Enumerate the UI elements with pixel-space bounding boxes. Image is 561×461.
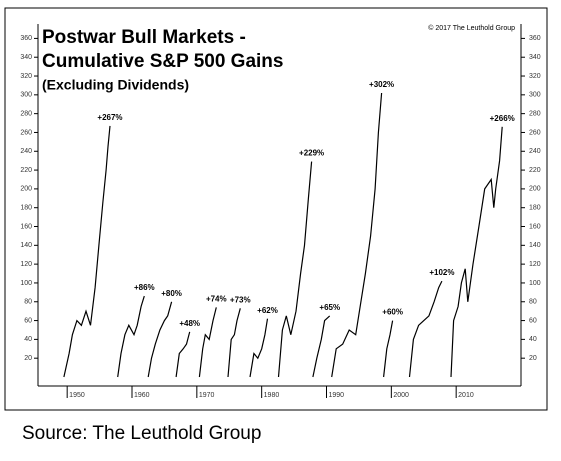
y-tick-label: 300 (529, 92, 541, 99)
y-tick-label: 200 (20, 186, 32, 193)
x-tick-label: 1990 (329, 392, 345, 399)
bull-market-line (408, 280, 443, 378)
y-tick-label: 360 (529, 35, 541, 42)
y-tick-label: 140 (20, 242, 32, 249)
y-tick-label: 100 (529, 280, 541, 287)
y-tick-label: 360 (20, 35, 32, 42)
frame (4, 7, 548, 411)
x-tick-label: 2010 (458, 392, 474, 399)
bull-market-line (331, 92, 383, 378)
peak-label: +267% (97, 113, 122, 122)
bull-market-line (63, 125, 111, 378)
y-tick-label: 340 (529, 54, 541, 61)
y-tick-label: 80 (24, 299, 32, 306)
y-tick-label: 320 (529, 73, 541, 80)
y-tick-label: 180 (529, 205, 541, 212)
bull-market-line (383, 320, 394, 378)
bull-market-line (175, 331, 191, 378)
peak-label: +229% (299, 149, 324, 158)
y-tick-label: 300 (20, 92, 32, 99)
y-tick-label: 140 (529, 242, 541, 249)
y-tick-label: 240 (529, 148, 541, 155)
bull-market-line (227, 308, 241, 378)
peak-label: +48% (179, 319, 200, 328)
y-tick-label: 20 (24, 355, 32, 362)
y-tick-label: 120 (529, 261, 541, 268)
y-tick-label: 240 (20, 148, 32, 155)
peak-label: +102% (429, 268, 454, 277)
y-tick-label: 260 (20, 129, 32, 136)
peak-label: +62% (257, 306, 278, 315)
peak-label: +60% (382, 308, 403, 317)
bull-market-line (450, 126, 503, 378)
peak-label: +73% (230, 295, 251, 304)
bull-market-line (117, 295, 145, 378)
peak-label: +80% (161, 289, 182, 298)
chart-title: Cumulative S&P 500 Gains (42, 51, 283, 72)
y-tick-label: 160 (20, 223, 32, 230)
peak-label: +266% (490, 114, 515, 123)
x-tick-label: 2000 (393, 392, 409, 399)
x-tick-label: 1970 (199, 392, 215, 399)
x-tick-label: 1960 (134, 392, 150, 399)
bull-market-line (312, 315, 331, 378)
x-tick-label: 1980 (264, 392, 280, 399)
peak-label: +74% (206, 295, 227, 304)
x-tick-label: 1950 (69, 392, 85, 399)
y-tick-label: 100 (20, 280, 32, 287)
bull-market-line (249, 318, 269, 378)
y-tick-label: 340 (20, 54, 32, 61)
bull-market-line (147, 301, 173, 378)
y-tick-label: 40 (529, 336, 537, 343)
bull-market-line (277, 161, 313, 378)
y-tick-label: 40 (24, 336, 32, 343)
y-tick-label: 80 (529, 299, 537, 306)
y-tick-label: 60 (529, 317, 537, 324)
copyright: © 2017 The Leuthold Group (428, 24, 515, 32)
y-tick-label: 220 (529, 167, 541, 174)
y-tick-label: 280 (20, 110, 32, 117)
y-tick-label: 280 (529, 110, 541, 117)
y-tick-label: 320 (20, 73, 32, 80)
peak-label: +65% (319, 303, 340, 312)
y-tick-label: 180 (20, 205, 32, 212)
y-tick-label: 20 (529, 355, 537, 362)
peak-label: +302% (369, 80, 394, 89)
y-tick-label: 200 (529, 186, 541, 193)
y-tick-label: 120 (20, 261, 32, 268)
chart-subtitle: (Excluding Dividends) (42, 77, 189, 93)
chart-title: Postwar Bull Markets - (42, 27, 246, 48)
bull-market-line (198, 307, 217, 378)
y-tick-label: 60 (24, 317, 32, 324)
y-tick-label: 220 (20, 167, 32, 174)
peak-label: +86% (134, 283, 155, 292)
source: Source: The Leuthold Group (22, 423, 261, 444)
y-tick-label: 160 (529, 223, 541, 230)
y-tick-label: 260 (529, 129, 541, 136)
